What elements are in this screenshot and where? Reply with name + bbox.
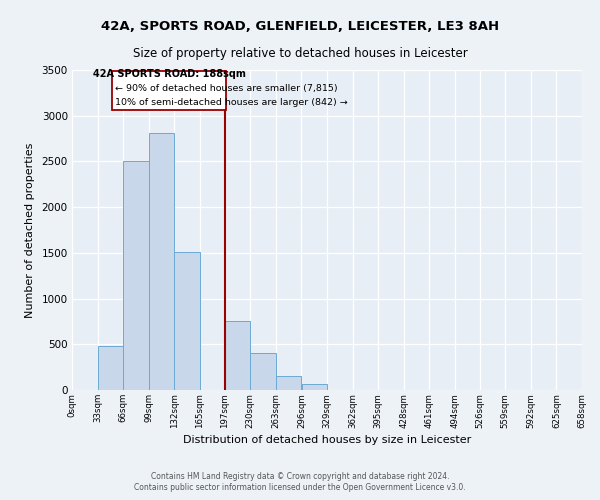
Bar — [225, 320, 250, 390]
Text: Contains public sector information licensed under the Open Government Licence v3: Contains public sector information licen… — [134, 483, 466, 492]
Text: ← 90% of detached houses are smaller (7,815): ← 90% of detached houses are smaller (7,… — [115, 84, 338, 93]
Y-axis label: Number of detached properties: Number of detached properties — [25, 142, 35, 318]
Bar — [276, 376, 301, 390]
Bar — [123, 160, 149, 390]
Bar — [149, 133, 174, 390]
Text: Contains HM Land Registry data © Crown copyright and database right 2024.: Contains HM Land Registry data © Crown c… — [151, 472, 449, 481]
X-axis label: Distribution of detached houses by size in Leicester: Distribution of detached houses by size … — [183, 434, 471, 444]
Text: 42A, SPORTS ROAD, GLENFIELD, LEICESTER, LE3 8AH: 42A, SPORTS ROAD, GLENFIELD, LEICESTER, … — [101, 20, 499, 33]
Bar — [98, 346, 123, 390]
Bar — [175, 252, 200, 390]
Bar — [302, 384, 327, 390]
Text: 10% of semi-detached houses are larger (842) →: 10% of semi-detached houses are larger (… — [115, 98, 348, 107]
Bar — [250, 354, 276, 390]
Text: 42A SPORTS ROAD: 188sqm: 42A SPORTS ROAD: 188sqm — [93, 69, 246, 79]
Text: Size of property relative to detached houses in Leicester: Size of property relative to detached ho… — [133, 48, 467, 60]
FancyBboxPatch shape — [112, 71, 226, 110]
